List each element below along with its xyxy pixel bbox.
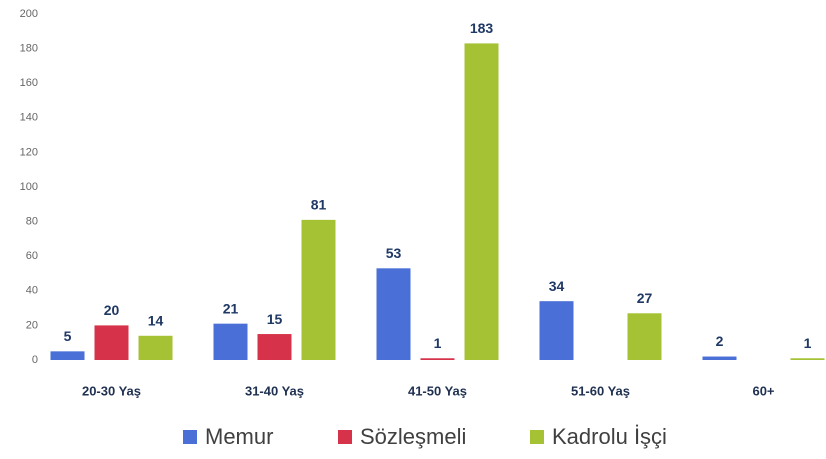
bar [790,358,825,360]
value-label: 1 [434,335,442,351]
value-label: 1 [804,335,812,351]
legend-swatch [530,430,544,444]
bar [420,358,455,360]
value-label: 2 [716,333,724,349]
y-tick-label: 180 [20,43,38,55]
y-tick-label: 80 [26,216,38,228]
y-tick-label: 0 [32,354,38,366]
y-tick-label: 20 [26,319,38,331]
value-label: 15 [267,311,283,327]
value-label: 21 [223,300,239,316]
x-tick-label: 60+ [752,383,774,398]
x-tick-label: 41-50 Yaş [408,383,467,398]
y-tick-label: 100 [20,181,38,193]
y-tick-label: 160 [20,77,38,89]
y-tick-label: 200 [20,8,38,20]
value-label: 5 [64,328,72,344]
value-label: 34 [549,278,565,294]
bar [627,313,662,360]
bar [138,335,173,360]
bar [50,351,85,360]
legend-swatch [183,430,197,444]
value-label: 81 [311,197,327,213]
x-tick-label: 31-40 Yaş [245,383,304,398]
bar [213,323,248,360]
x-tick-label: 20-30 Yaş [82,383,141,398]
value-label: 53 [386,245,402,261]
y-tick-label: 60 [26,250,38,262]
bar [702,356,737,360]
legend-label: Memur [205,424,273,449]
legend-label: Kadrolu İşçi [552,424,667,449]
bar [257,334,292,360]
bar [376,268,411,360]
y-tick-label: 140 [20,112,38,124]
legend-swatch [338,430,352,444]
bar [301,219,336,360]
y-tick-label: 120 [20,146,38,158]
value-label: 27 [637,290,653,306]
bar [464,43,499,360]
bar [94,325,129,360]
value-label: 183 [470,20,494,36]
y-tick-label: 40 [26,285,38,297]
x-tick-label: 51-60 Yaş [571,383,630,398]
legend-label: Sözleşmeli [360,424,466,449]
value-label: 20 [104,302,120,318]
bar [539,301,574,360]
value-label: 14 [148,312,164,328]
